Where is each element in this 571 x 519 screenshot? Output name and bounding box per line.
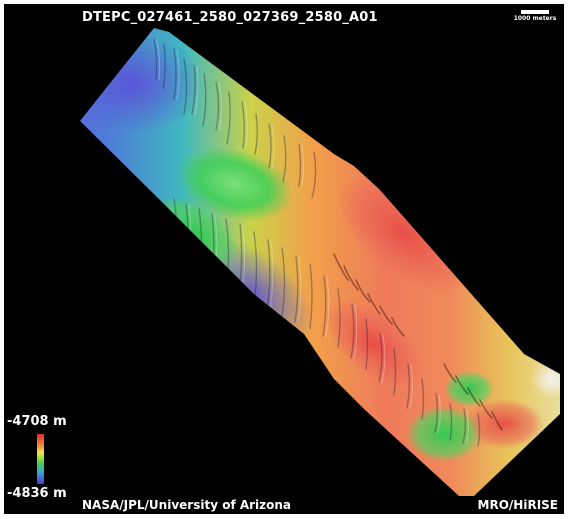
elevation-map	[80, 28, 560, 496]
credit-nasa-jpl: NASA/JPL/University of Arizona	[82, 498, 292, 512]
dtm-strip	[80, 28, 560, 496]
scale-bar: 1000 meters	[512, 10, 558, 22]
product-id-title: DTEPC_027461_2580_027369_2580_A01	[82, 10, 378, 25]
scale-bar-label: 1000 meters	[513, 15, 557, 22]
scale-bar-line	[521, 10, 549, 14]
map-frame: DTEPC_027461_2580_027369_2580_A01 1000 m…	[4, 4, 564, 514]
legend-min-label: -4836 m	[7, 486, 67, 501]
credit-mro-hirise: MRO/HiRISE	[477, 498, 558, 512]
legend-max-label: -4708 m	[7, 414, 67, 429]
elevation-colorbar	[37, 434, 44, 484]
